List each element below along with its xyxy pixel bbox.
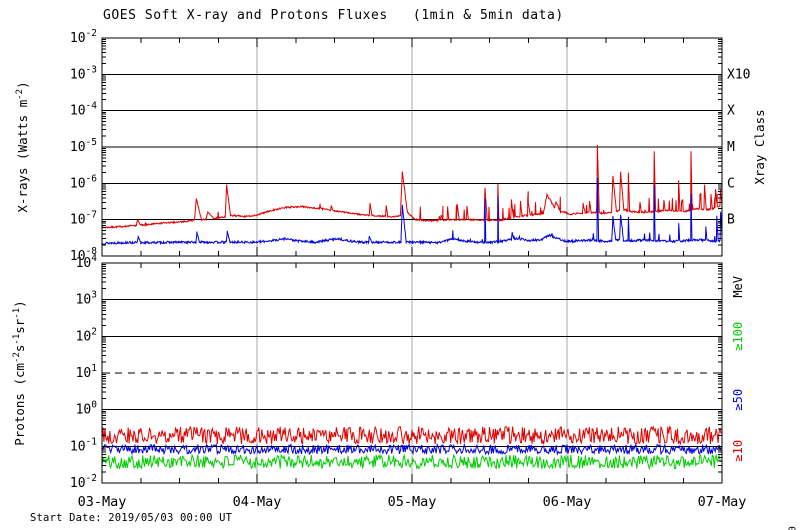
y-tick-label: 102 [76, 326, 97, 344]
protons-ge10MeV-series [101, 425, 722, 446]
chart-title: GOES Soft X-ray and Protons Fluxes (1min… [103, 8, 564, 23]
proton-axis-title: Protons (cm-2s-1sr-1) [12, 300, 27, 445]
y-tick-label: 104 [76, 253, 98, 271]
y-tick-label: 10-2 [70, 473, 97, 491]
y-tick-label: 10-1 [70, 436, 97, 454]
y-tick-label: 10-5 [70, 137, 97, 155]
proton-energy-label: ≥10 [731, 440, 745, 462]
x-tick-label: 04-May [233, 494, 282, 510]
start-date-label: Start Date: 2019/05/03 00:00 UT [30, 512, 233, 524]
helio-watermark: HELIO: 2019/06/10 [788, 526, 799, 530]
x-tick-label: 07-May [698, 494, 747, 510]
xray-blue-series [101, 177, 723, 246]
y-tick-label: 10-3 [70, 64, 97, 82]
y-tick-label: 103 [76, 290, 97, 308]
y-tick-label: 101 [76, 363, 98, 381]
proton-energy-label: MeV [731, 276, 745, 298]
xray-red-series [101, 144, 723, 229]
x-tick-label: 03-May [78, 494, 127, 510]
y-tick-label: 10-2 [70, 28, 97, 46]
protons-ge100MeV-series [101, 453, 722, 471]
xray-class-axis-title: Xray Class [752, 109, 767, 184]
y-tick-label: 10-7 [70, 210, 97, 228]
y-tick-label: 10-6 [70, 173, 97, 191]
x-tick-label: 05-May [388, 494, 437, 510]
xray-class-label: B [727, 213, 735, 228]
x-tick-label: 06-May [543, 494, 592, 510]
y-tick-label: 10-4 [70, 101, 97, 119]
xray-class-label: X [727, 104, 735, 119]
protons-ge50MeV-series [101, 442, 722, 456]
xray-class-label: M [727, 140, 735, 155]
proton-energy-label: ≥100 [731, 322, 745, 351]
xray-class-label: X10 [727, 67, 750, 82]
xray-class-label: C [727, 176, 735, 191]
y-tick-label: 100 [76, 400, 98, 418]
proton-energy-label: ≥50 [731, 389, 745, 411]
xray-axis-title: X-rays (Watts m-2) [15, 81, 30, 212]
